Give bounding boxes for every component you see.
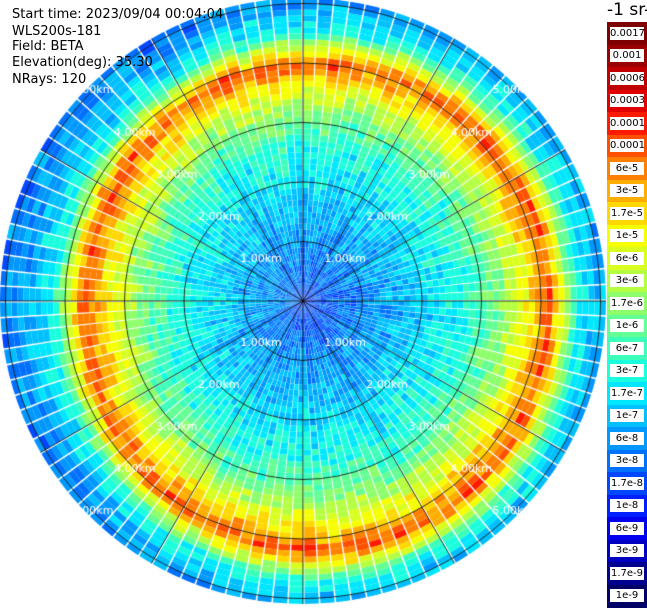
colorbar-tick-label: 1.7e-9 [610,566,644,580]
colorbar: 0.0017 0.001 0.0006 0.0003 0.00017 0.0001 6e-5… [607,22,647,608]
colorbar-tick-label: 1e-8 [610,499,644,513]
nrays-label: NRays: 120 [12,72,87,87]
colorbar-tick-label: 0.00017 [610,116,644,130]
colorbar-tick-label: 6e-5 [610,161,644,175]
colorbar-tick-label: 1e-7 [610,409,644,423]
colorbar-tick-label: 3e-8 [610,454,644,468]
start-time-label: Start time: 2023/09/04 00:04:04 [12,7,224,22]
colorbar-tick-label: 1.7e-7 [610,386,644,400]
colorbar-tick-label: 0.0003 [610,94,644,108]
colorbar-tick-label: 6e-7 [610,341,644,355]
colorbar-tick-label: 6e-6 [610,251,644,265]
colorbar-tick-label: 1.7e-6 [610,296,644,310]
field-label: Field: BETA [12,39,84,54]
colorbar-tick-label: 1e-5 [610,229,644,243]
colorbar-tick-label: 3e-6 [610,274,644,288]
colorbar-tick-label: 0.001 [610,49,644,63]
colorbar-tick-label: 0.0006 [610,71,644,85]
colorbar-tick-label: 1.7e-8 [610,476,644,490]
colorbar-tick-label: 1e-9 [610,589,644,603]
colorbar-tick-label: 1e-6 [610,319,644,333]
colorbar-tick-label: 0.0001 [610,139,644,153]
colorbar-tick-label: 0.0017 [610,26,644,40]
colorbar-title: -1 sr-1 [607,0,647,20]
colorbar-tick-label: 6e-8 [610,431,644,445]
instrument-label: WLS200s-181 [12,24,102,39]
colorbar-tick-label: 1.7e-5 [610,206,644,220]
colorbar-tick-label: 3e-7 [610,364,644,378]
elevation-label: Elevation(deg): 35.30 [12,55,153,70]
colorbar-tick-label: 3e-9 [610,544,644,558]
colorbar-tick-label: 6e-9 [610,521,644,535]
colorbar-tick-label: 3e-5 [610,184,644,198]
ppi-plot [0,0,607,607]
